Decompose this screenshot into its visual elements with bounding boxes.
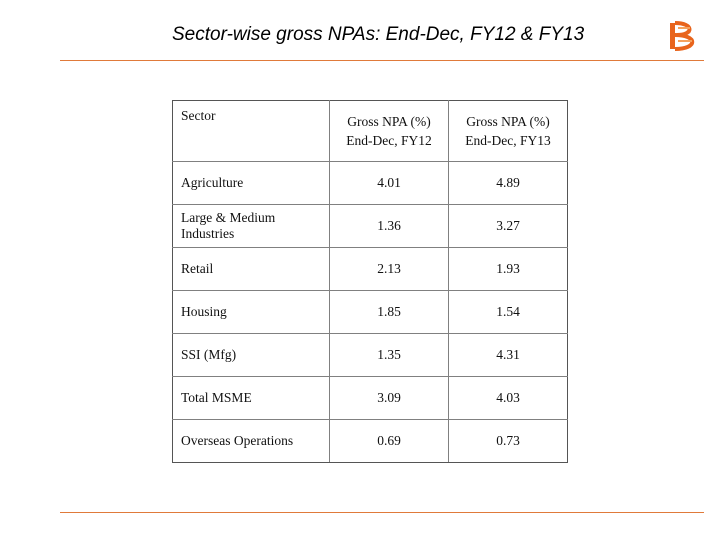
- cell-fy13: 1.54: [448, 290, 568, 334]
- table-row: Large & Medium Industries 1.36 3.27: [172, 204, 568, 248]
- slide-title: Sector-wise gross NPAs: End-Dec, FY12 & …: [172, 24, 585, 45]
- table-row: Total MSME 3.09 4.03: [172, 376, 568, 420]
- cell-fy12: 4.01: [329, 161, 449, 205]
- cell-fy12: 1.35: [329, 333, 449, 377]
- cell-fy12: 3.09: [329, 376, 449, 420]
- header-fy13: Gross NPA (%) End-Dec, FY13: [448, 100, 568, 162]
- cell-fy12: 1.36: [329, 204, 449, 248]
- header-fy12-line1: Gross NPA (%): [347, 114, 431, 129]
- cell-sector: Overseas Operations: [172, 419, 330, 463]
- cell-fy12: 1.85: [329, 290, 449, 334]
- cell-sector: Agriculture: [172, 161, 330, 205]
- header-fy12: Gross NPA (%) End-Dec, FY12: [329, 100, 449, 162]
- cell-fy13: 4.03: [448, 376, 568, 420]
- header-fy13-line1: Gross NPA (%): [466, 114, 550, 129]
- header-fy13-line2: End-Dec, FY13: [465, 133, 551, 148]
- cell-fy12: 0.69: [329, 419, 449, 463]
- cell-sector: Housing: [172, 290, 330, 334]
- cell-sector: Total MSME: [172, 376, 330, 420]
- cell-sector: Large & Medium Industries: [172, 204, 330, 248]
- cell-fy13: 3.27: [448, 204, 568, 248]
- table-row: Housing 1.85 1.54: [172, 290, 568, 334]
- cell-fy13: 4.31: [448, 333, 568, 377]
- table-row: SSI (Mfg) 1.35 4.31: [172, 333, 568, 377]
- cell-fy12: 2.13: [329, 247, 449, 291]
- table-header-row: Sector Gross NPA (%) End-Dec, FY12 Gross…: [172, 100, 568, 162]
- bottom-divider: [60, 512, 704, 513]
- npa-table: Sector Gross NPA (%) End-Dec, FY12 Gross…: [172, 100, 568, 463]
- table-row: Agriculture 4.01 4.89: [172, 161, 568, 205]
- cell-sector: SSI (Mfg): [172, 333, 330, 377]
- bank-logo-icon: [670, 21, 695, 51]
- table-row: Retail 2.13 1.93: [172, 247, 568, 291]
- cell-fy13: 1.93: [448, 247, 568, 291]
- cell-fy13: 4.89: [448, 161, 568, 205]
- cell-sector: Retail: [172, 247, 330, 291]
- header-sector: Sector: [172, 100, 330, 162]
- table-row: Overseas Operations 0.69 0.73: [172, 419, 568, 463]
- top-divider: [60, 60, 704, 61]
- header-fy12-line2: End-Dec, FY12: [346, 133, 432, 148]
- cell-fy13: 0.73: [448, 419, 568, 463]
